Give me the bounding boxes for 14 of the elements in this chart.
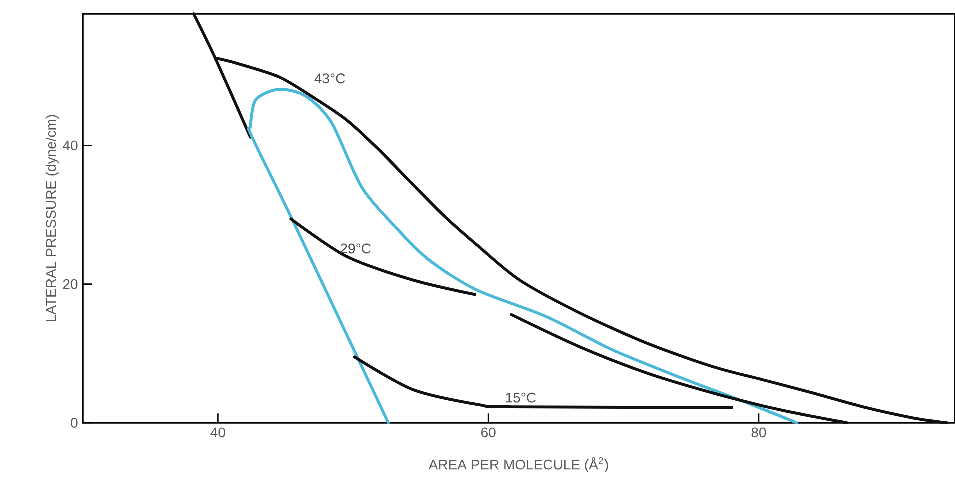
x-tick-label: 80: [752, 428, 766, 438]
y-axis-title: LATERAL PRESSURE (dyne/cm): [46, 115, 59, 322]
y-tick-label: 0: [71, 418, 78, 428]
series-label: 43°C: [314, 74, 346, 84]
x-tick-label: 60: [482, 428, 496, 438]
x-tick-label: 40: [210, 428, 226, 438]
series-label: 29°C: [340, 244, 371, 254]
y-tick-label: 40: [63, 140, 78, 151]
line-series: [248, 88, 798, 424]
series-label: 15°C: [506, 392, 536, 403]
line-series: [290, 218, 477, 296]
x-axis-title: AREA PER MOLECULE (Å$^{2}$): [428, 457, 608, 473]
y-tick-label: 20: [63, 279, 78, 290]
line-series: [353, 356, 734, 410]
